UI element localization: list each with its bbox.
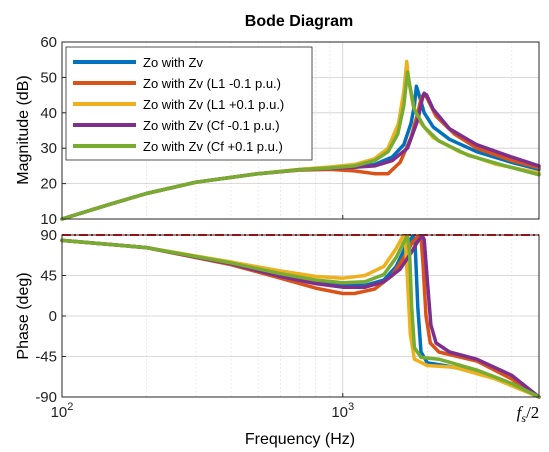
- legend-label-2: Zo with Zv (L1 +0.1 p.u.): [143, 97, 284, 112]
- phase-axes: -90 -45 0 45 90 Phase (deg): [15, 227, 541, 406]
- legend-label-3: Zo with Zv (Cf -0.1 p.u.): [143, 118, 280, 133]
- phase-series-2: [60, 234, 541, 399]
- x-tick-label: 102: [51, 401, 74, 421]
- legend: Zo with Zv Zo with Zv (L1 -0.1 p.u.) Zo wi…: [65, 46, 313, 161]
- magnitude-series-4: [60, 70, 541, 221]
- phase-y-tick-label: -90: [35, 389, 57, 406]
- phase-y-tick-label: 45: [40, 268, 57, 285]
- legend-label-1: Zo with Zv (L1 -0.1 p.u.): [143, 76, 281, 91]
- phase-y-label: Phase (deg): [15, 272, 32, 359]
- x-ticks: 102 103: [51, 215, 354, 421]
- chart-title: Bode Diagram: [245, 13, 353, 30]
- magnitude-frame: [61, 41, 540, 220]
- phase-y-tick-label: 90: [40, 227, 57, 244]
- magnitude-y-ticks: 10 20 30 40 50 60: [40, 34, 66, 228]
- magnitude-series-group: [60, 59, 541, 221]
- magnitude-y-label: Magnitude (dB): [15, 75, 32, 184]
- phase-series-group: [60, 234, 541, 399]
- x-axis-label: Frequency (Hz): [245, 431, 355, 448]
- legend-label-0: Zo with Zv: [143, 55, 203, 70]
- x-end-tick-label: fs/2: [517, 403, 540, 425]
- phase-series-3: [60, 234, 541, 399]
- magnitude-y-tick-label: 20: [40, 176, 57, 193]
- phase-y-tick-label: -45: [35, 349, 57, 366]
- phase-series-4: [60, 234, 541, 399]
- phase-y-tick-label: 0: [49, 308, 57, 325]
- legend-label-4: Zo with Zv (Cf +0.1 p.u.): [143, 139, 283, 154]
- phase-y-ticks: -90 -45 0 45 90: [35, 227, 66, 406]
- magnitude-y-tick-label: 50: [40, 69, 57, 86]
- magnitude-y-tick-label: 60: [40, 34, 57, 51]
- magnitude-y-tick-label: 10: [40, 211, 57, 228]
- magnitude-y-tick-label: 40: [40, 105, 57, 122]
- x-tick-label: 103: [331, 401, 354, 421]
- magnitude-y-tick-label: 30: [40, 140, 57, 157]
